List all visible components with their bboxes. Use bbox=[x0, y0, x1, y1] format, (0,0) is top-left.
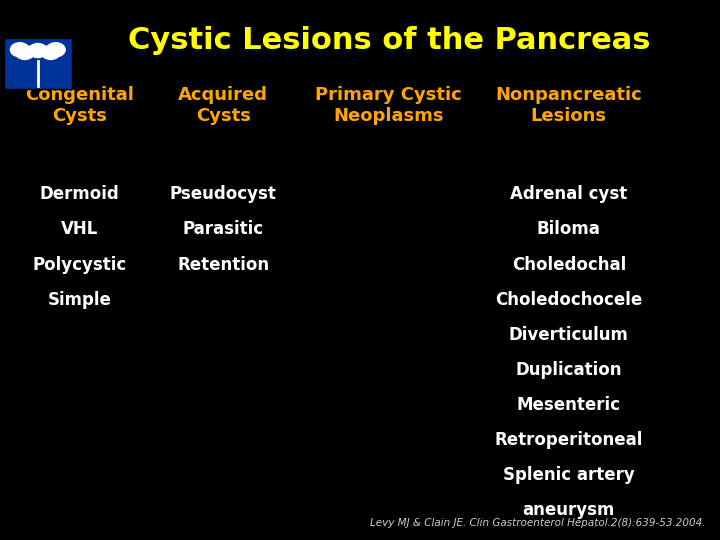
Text: Mesenteric: Mesenteric bbox=[517, 396, 621, 414]
Circle shape bbox=[42, 45, 60, 59]
Text: Cystic Lesions of the Pancreas: Cystic Lesions of the Pancreas bbox=[127, 26, 650, 55]
Text: Diverticulum: Diverticulum bbox=[509, 326, 629, 344]
Text: Congenital
Cysts: Congenital Cysts bbox=[24, 86, 134, 125]
Text: Primary Cystic
Neoplasms: Primary Cystic Neoplasms bbox=[315, 86, 462, 125]
Text: Dermoid: Dermoid bbox=[40, 185, 119, 204]
Circle shape bbox=[29, 44, 48, 58]
FancyBboxPatch shape bbox=[4, 38, 72, 89]
Text: Simple: Simple bbox=[48, 291, 111, 309]
Text: Nonpancreatic
Lesions: Nonpancreatic Lesions bbox=[495, 86, 642, 125]
Text: Retention: Retention bbox=[177, 255, 269, 274]
Text: Splenic artery: Splenic artery bbox=[503, 466, 634, 484]
Text: Choledochal: Choledochal bbox=[512, 255, 626, 274]
Text: Duplication: Duplication bbox=[516, 361, 622, 379]
Text: Polycystic: Polycystic bbox=[32, 255, 126, 274]
Text: Acquired
Cysts: Acquired Cysts bbox=[179, 86, 268, 125]
Text: VHL: VHL bbox=[60, 220, 98, 239]
Text: Adrenal cyst: Adrenal cyst bbox=[510, 185, 627, 204]
Text: Biloma: Biloma bbox=[537, 220, 600, 239]
Text: Pseudocyst: Pseudocyst bbox=[170, 185, 276, 204]
Circle shape bbox=[16, 45, 35, 59]
Text: aneurysm: aneurysm bbox=[523, 501, 615, 519]
Text: Levy MJ & Clain JE. Clin Gastroenterol Hepatol.2(8):639-53.2004.: Levy MJ & Clain JE. Clin Gastroenterol H… bbox=[370, 518, 706, 528]
Circle shape bbox=[10, 43, 29, 57]
Text: Parasitic: Parasitic bbox=[183, 220, 264, 239]
Text: Choledochocele: Choledochocele bbox=[495, 291, 642, 309]
Text: Retroperitoneal: Retroperitoneal bbox=[495, 431, 643, 449]
Circle shape bbox=[46, 43, 65, 57]
